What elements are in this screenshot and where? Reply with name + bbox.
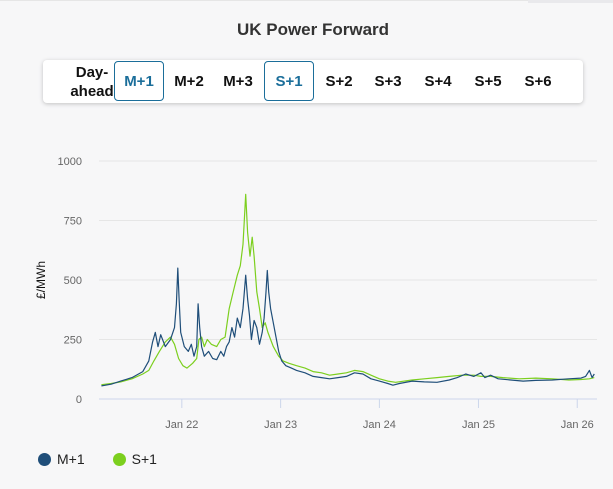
x-tick-label: Jan 25	[462, 419, 495, 431]
tab-s4[interactable]: S+4	[424, 72, 452, 90]
top-corner-strip	[528, 0, 613, 3]
legend-s1-label: S+1	[131, 451, 157, 467]
chart-title: UK Power Forward	[236, 20, 390, 39]
series-line-M1	[101, 267, 595, 387]
legend-m1-marker	[38, 452, 51, 466]
x-tick-label: Jan 24	[363, 419, 396, 431]
y-axis-label: £/MWh	[34, 261, 48, 299]
x-tick-label: Jan 23	[264, 419, 297, 431]
top-divider	[0, 0, 613, 1]
tab-s2[interactable]: S+2	[325, 72, 353, 90]
tab-bar: Day-ahead M+1 M+2 M+3 S+1 S+2 S+3 S+4 S+…	[43, 60, 583, 103]
tab-m3[interactable]: M+3	[223, 72, 253, 90]
y-tick-label: 250	[64, 335, 82, 347]
x-tick-labels: Jan 22 Jan 23 Jan 24 Jan 25 Jan 26	[165, 399, 594, 431]
series-line-S1	[101, 193, 595, 386]
y-tick-label: 0	[76, 394, 82, 406]
tab-s1[interactable]: S+1	[264, 61, 314, 101]
y-tick-label: 750	[64, 216, 82, 228]
legend-item-m1[interactable]: M+1	[38, 451, 85, 467]
y-tick-labels: 0 250 500 750 1000	[58, 156, 82, 406]
tab-m2[interactable]: M+2	[174, 72, 204, 90]
y-tick-label: 1000	[58, 156, 82, 168]
tab-day-ahead[interactable]: Day-ahead	[70, 64, 114, 100]
grid-lines	[99, 160, 597, 340]
legend-item-s1[interactable]: S+1	[112, 451, 157, 467]
x-tick-label: Jan 26	[561, 419, 594, 431]
legend: M+1 S+1	[38, 450, 185, 468]
legend-s1-marker	[112, 452, 126, 466]
y-tick-label: 500	[64, 275, 82, 287]
tab-m1[interactable]: M+1	[114, 61, 164, 101]
x-tick-label: Jan 22	[165, 419, 198, 431]
tab-s6[interactable]: S+6	[524, 72, 552, 90]
legend-m1-label: M+1	[57, 451, 85, 467]
tab-s3[interactable]: S+3	[374, 72, 402, 90]
tab-s5[interactable]: S+5	[474, 72, 502, 90]
series-lines	[101, 193, 595, 387]
